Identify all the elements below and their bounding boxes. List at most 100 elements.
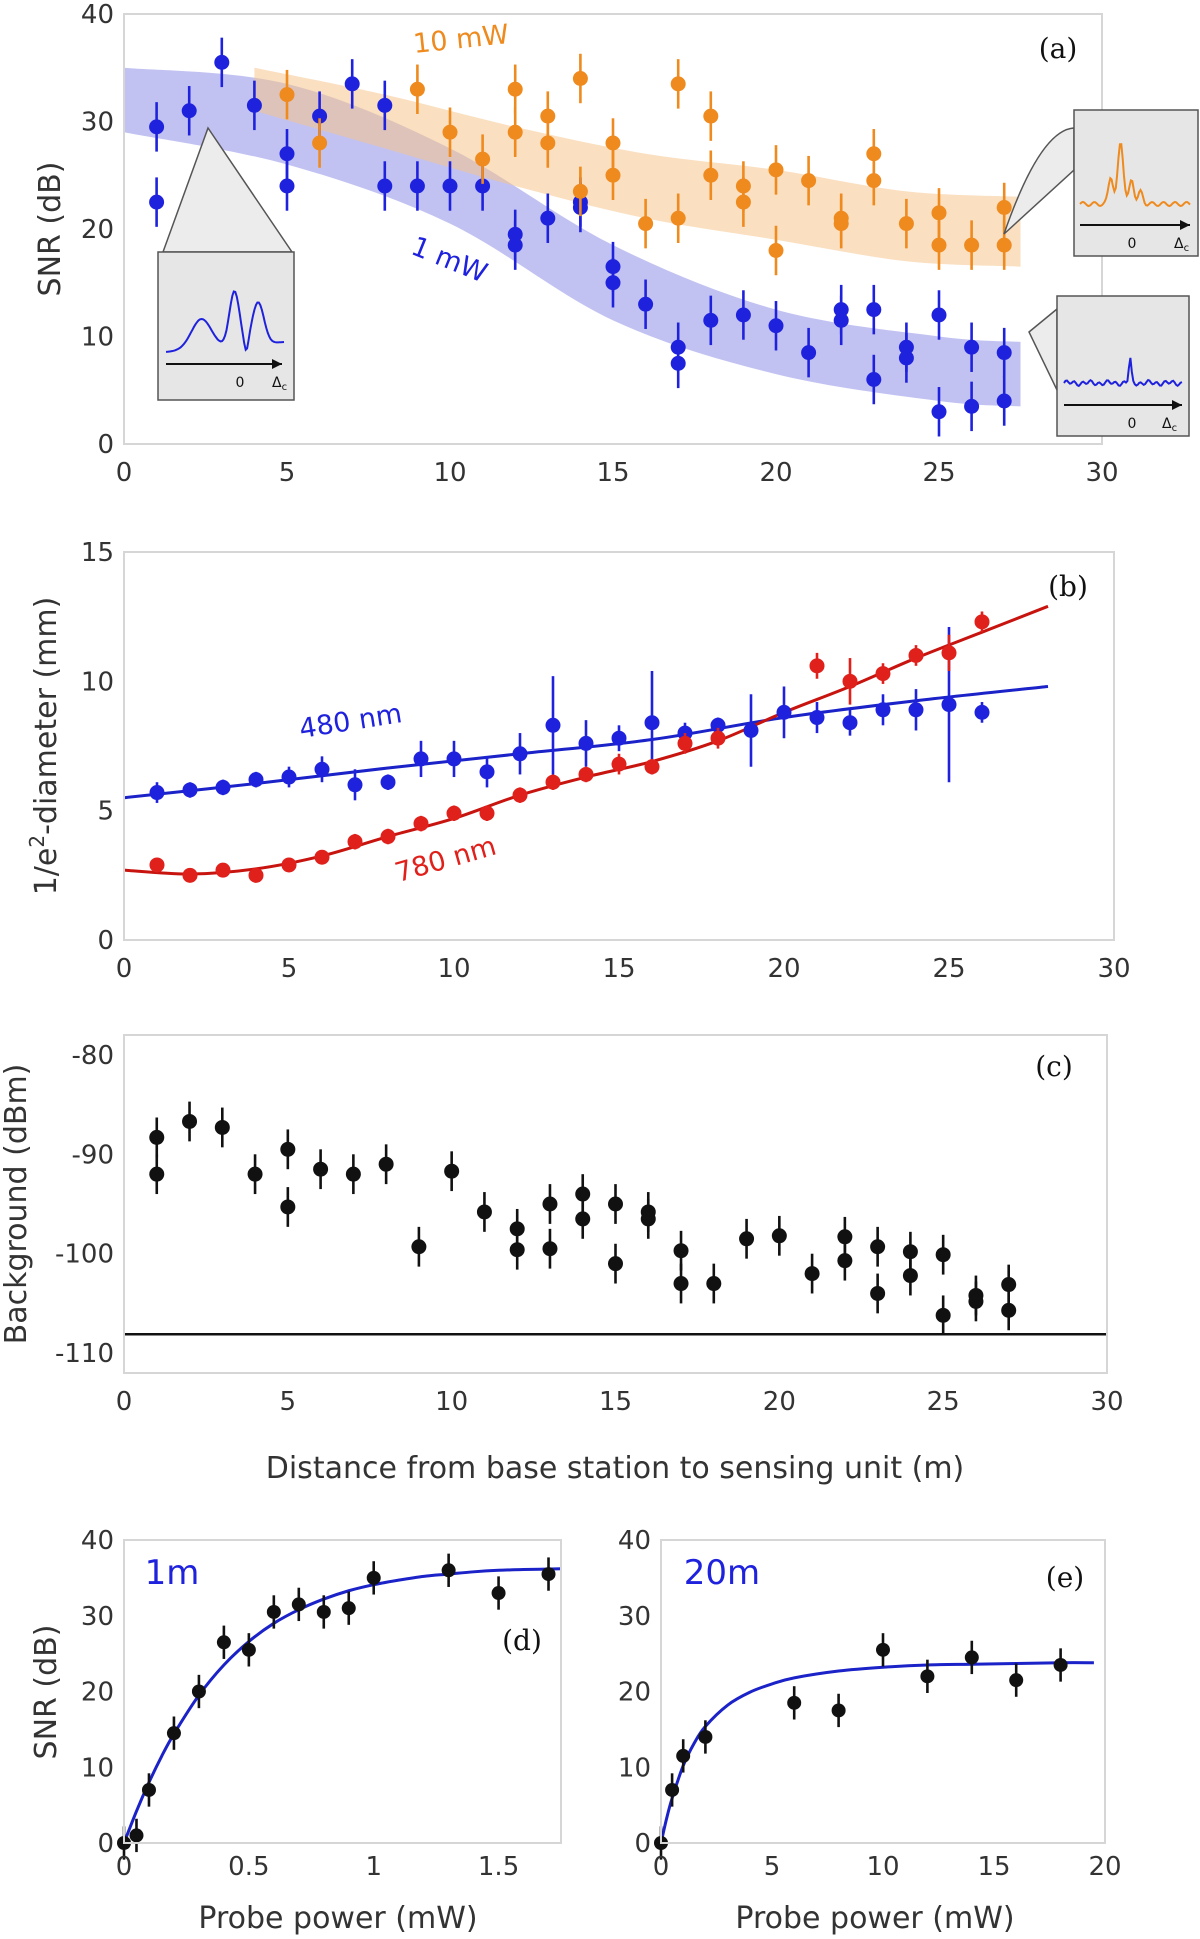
panel-d-points (117, 1553, 556, 1860)
data-point (964, 237, 980, 253)
series-10-mW (279, 53, 1012, 276)
panel-b-ylabel: 1/e2-diameter (mm) (25, 597, 64, 896)
data-point (931, 237, 947, 253)
data-point (149, 119, 165, 135)
data-point (540, 210, 556, 226)
data-point (578, 735, 594, 751)
x-tick-label: 5 (764, 1852, 781, 1882)
data-point (801, 173, 817, 189)
inset-arrow-icon (1172, 400, 1182, 410)
data-point (491, 1586, 506, 1601)
data-point (378, 1156, 394, 1172)
data-point (248, 867, 264, 883)
data-point (578, 766, 594, 782)
data-point (842, 715, 858, 731)
x-tick-label: 5 (279, 458, 296, 488)
x-tick-label: 25 (922, 458, 955, 488)
data-point (366, 1570, 381, 1585)
data-point (279, 178, 295, 194)
data-point (248, 772, 264, 788)
panel-d-ticks: 0 0.5 1 1.5 0 10 20 30 40 (81, 1526, 519, 1882)
inset-1mW-narrow: 0 Δc (1028, 295, 1190, 437)
x-tick-label: 20 (1088, 1852, 1121, 1882)
inset-tick: 0 (1128, 416, 1137, 432)
data-point (181, 103, 197, 119)
data-point (776, 704, 792, 720)
data-point (644, 715, 660, 731)
x-tick-label: 10 (866, 1852, 899, 1882)
data-point (214, 54, 230, 70)
inset-tick: 0 (236, 375, 245, 391)
inset-axis-label: Δc (272, 375, 287, 393)
data-point (673, 1276, 689, 1292)
y-tick-label: 30 (618, 1602, 651, 1632)
data-point (476, 1204, 492, 1220)
series-20m (654, 1633, 1068, 1860)
data-point (411, 1239, 427, 1255)
data-point (698, 1729, 713, 1744)
data-point (280, 1141, 296, 1157)
data-point (444, 1163, 460, 1179)
x-tick-label: 15 (596, 458, 629, 488)
data-point (279, 146, 295, 162)
series-1m (117, 1553, 556, 1860)
data-point (644, 759, 660, 775)
y-tick-label: 0 (97, 926, 114, 956)
x-tick-label: 20 (763, 1387, 796, 1417)
panel-c-frame (123, 1034, 1108, 1374)
panel-b: 0 5 10 15 20 25 30 0 5 10 15 1/e2-diameter (mm) (b… (25, 538, 1131, 984)
panel-a-ylabel: SNR (dB) (33, 162, 68, 297)
data-point (875, 702, 891, 718)
panel-c-ticks: 0 5 10 15 20 25 30 -80 -90 -100 -110 (55, 1041, 1124, 1417)
y-tick-label: 0 (97, 430, 114, 460)
data-point (542, 1241, 558, 1257)
data-point (771, 1228, 787, 1244)
data-point (545, 717, 561, 733)
x-tick-label: 30 (1085, 458, 1118, 488)
data-point (344, 76, 360, 92)
y-tick-label: -80 (72, 1041, 114, 1071)
inset-frame (157, 251, 295, 401)
panel-b-ticks: 0 5 10 15 20 25 30 0 5 10 15 (81, 538, 1131, 984)
data-point (316, 1604, 331, 1619)
data-point (347, 834, 363, 850)
x-tick-label: 5 (280, 1387, 297, 1417)
data-point (149, 1129, 165, 1145)
y-tick-label: 30 (81, 1602, 114, 1632)
data-point (512, 746, 528, 762)
x-tick-label: 10 (435, 1387, 468, 1417)
data-point (768, 162, 784, 178)
data-point (312, 135, 328, 151)
data-point (866, 372, 882, 387)
data-point (677, 735, 693, 751)
panel-d-fit-curve (124, 1567, 561, 1843)
data-point (941, 645, 957, 661)
inset-frame (1073, 109, 1199, 257)
series-780-nm (149, 611, 990, 883)
x-tick-label: 15 (602, 954, 635, 984)
data-point (605, 167, 621, 183)
panel-c-xlabel: Distance from base station to sensing un… (266, 1451, 965, 1486)
data-point (809, 710, 825, 726)
inset-10mW: 0 Δc (1003, 109, 1199, 257)
data-point (866, 302, 882, 318)
data-point (507, 237, 523, 253)
x-tick-label: 0 (116, 1387, 133, 1417)
data-point (866, 146, 882, 162)
data-point (575, 1186, 591, 1202)
data-point (380, 829, 396, 845)
data-point (541, 1567, 556, 1582)
data-point (611, 756, 627, 772)
data-point (409, 178, 425, 194)
y-tick-label: 40 (81, 0, 114, 30)
inset-arrow-icon (1180, 220, 1190, 230)
data-point (974, 614, 990, 630)
data-point (413, 751, 429, 767)
series-label-10mW: 10 mW (412, 19, 511, 60)
data-point (279, 87, 295, 103)
data-point (931, 307, 947, 323)
data-point (935, 1247, 951, 1263)
data-point (804, 1266, 820, 1282)
y-tick-label: 10 (81, 1753, 114, 1783)
data-point (710, 717, 726, 733)
